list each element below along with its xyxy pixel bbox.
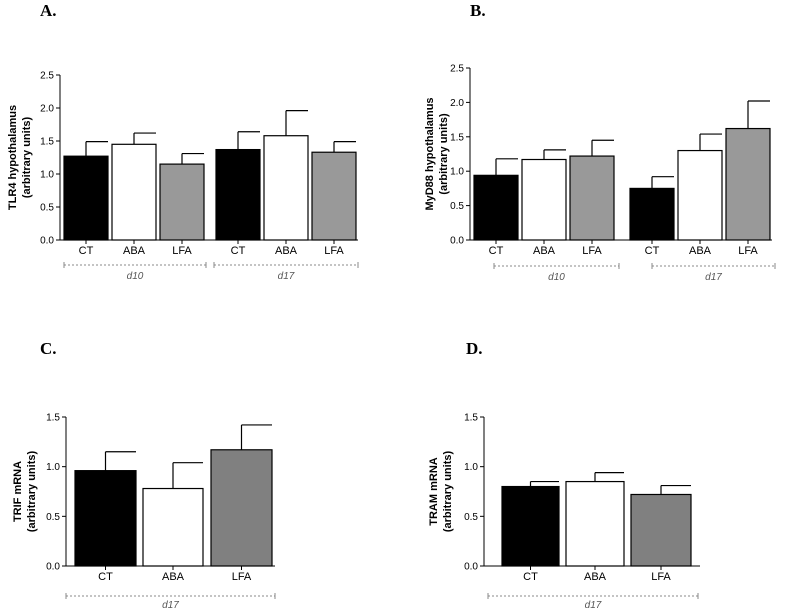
x-category-label: CT	[645, 245, 660, 257]
group-label: d17	[278, 271, 295, 282]
y-tick-label: 2.0	[450, 98, 464, 109]
y-tick-label: 1.0	[40, 170, 54, 181]
group-label: d10	[548, 272, 565, 283]
x-category-label: ABA	[533, 245, 556, 257]
y-tick-label: 0.0	[464, 562, 478, 573]
y-tick-label: 2.5	[40, 71, 54, 82]
y-axis-label: MyD88 hypothalamus	[424, 97, 436, 210]
x-category-label: ABA	[689, 245, 712, 257]
x-category-label: CT	[98, 571, 113, 583]
y-tick-label: 1.0	[450, 167, 464, 178]
y-axis-label-units: (arbitrary units)	[442, 451, 454, 533]
group-label: d17	[162, 600, 179, 611]
chart-panel: B. MyD88 hypothalamus (arbitrary units) 0.0…	[424, 1, 776, 283]
chart-panel: A. TLR4 hypothalamus (arbitrary units) 0.0 0…	[7, 1, 359, 282]
panel-letter: A.	[40, 1, 57, 20]
x-category-label: CT	[489, 245, 504, 257]
x-category-label: CT	[231, 245, 246, 257]
bar	[501, 485, 560, 567]
bar	[63, 155, 109, 241]
bar	[473, 174, 519, 241]
bar	[159, 163, 205, 241]
y-axis-label-units: (arbitrary units)	[438, 113, 450, 195]
bar	[569, 155, 615, 241]
y-tick-label: 1.5	[40, 137, 54, 148]
bar	[111, 143, 157, 241]
bar	[215, 148, 261, 241]
bar	[630, 493, 692, 567]
bar	[74, 470, 137, 567]
y-axis-label-units: (arbitrary units)	[26, 451, 38, 533]
bar	[263, 135, 309, 241]
panel-letter: D.	[466, 339, 483, 358]
x-category-label: ABA	[584, 571, 607, 583]
y-tick-label: 2.0	[40, 104, 54, 115]
bar	[565, 480, 625, 567]
x-category-label: LFA	[582, 245, 602, 257]
y-tick-label: 0.5	[464, 512, 478, 523]
bar	[142, 487, 204, 567]
y-axis-label-units: (arbitrary units)	[21, 117, 33, 199]
y-axis-label: TRAM mRNA	[428, 457, 440, 525]
group-label: d17	[585, 600, 602, 611]
y-tick-label: 0.0	[450, 236, 464, 247]
y-tick-label: 0.0	[40, 236, 54, 247]
chart-panel: D. TRAM mRNA (arbitrary units) 0.0 0.5 1.0 1.5…	[428, 339, 700, 611]
y-tick-label: 0.5	[40, 203, 54, 214]
bar	[521, 158, 567, 241]
panel-letter: C.	[40, 339, 57, 358]
x-category-label: CT	[523, 571, 538, 583]
bar	[725, 127, 771, 241]
group-label: d10	[127, 271, 144, 282]
y-tick-label: 1.0	[46, 462, 60, 473]
x-category-label: ABA	[123, 245, 146, 257]
x-category-label: ABA	[162, 571, 185, 583]
y-tick-label: 0.5	[46, 512, 60, 523]
y-axis-label: TRIF mRNA	[12, 461, 24, 522]
bar	[629, 187, 675, 241]
y-tick-label: 1.5	[46, 413, 60, 424]
y-tick-label: 0.0	[46, 562, 60, 573]
y-axis-label: TLR4 hypothalamus	[7, 105, 19, 210]
x-category-label: LFA	[232, 571, 252, 583]
x-category-label: LFA	[738, 245, 758, 257]
y-tick-label: 1.0	[464, 462, 478, 473]
bar	[677, 149, 723, 241]
y-tick-label: 1.5	[464, 413, 478, 424]
panel-letter: B.	[470, 1, 486, 20]
x-category-label: LFA	[324, 245, 344, 257]
x-category-label: LFA	[172, 245, 192, 257]
x-category-label: LFA	[651, 571, 671, 583]
y-tick-label: 2.5	[450, 64, 464, 75]
bar	[210, 449, 273, 567]
bar	[311, 151, 357, 241]
y-tick-label: 0.5	[450, 201, 464, 212]
chart-panel: C. TRIF mRNA (arbitrary units) 0.0 0.5 1.0 1.5…	[12, 339, 276, 611]
x-category-label: ABA	[275, 245, 298, 257]
group-label: d17	[705, 272, 722, 283]
y-tick-label: 1.5	[450, 132, 464, 143]
x-category-label: CT	[79, 245, 94, 257]
